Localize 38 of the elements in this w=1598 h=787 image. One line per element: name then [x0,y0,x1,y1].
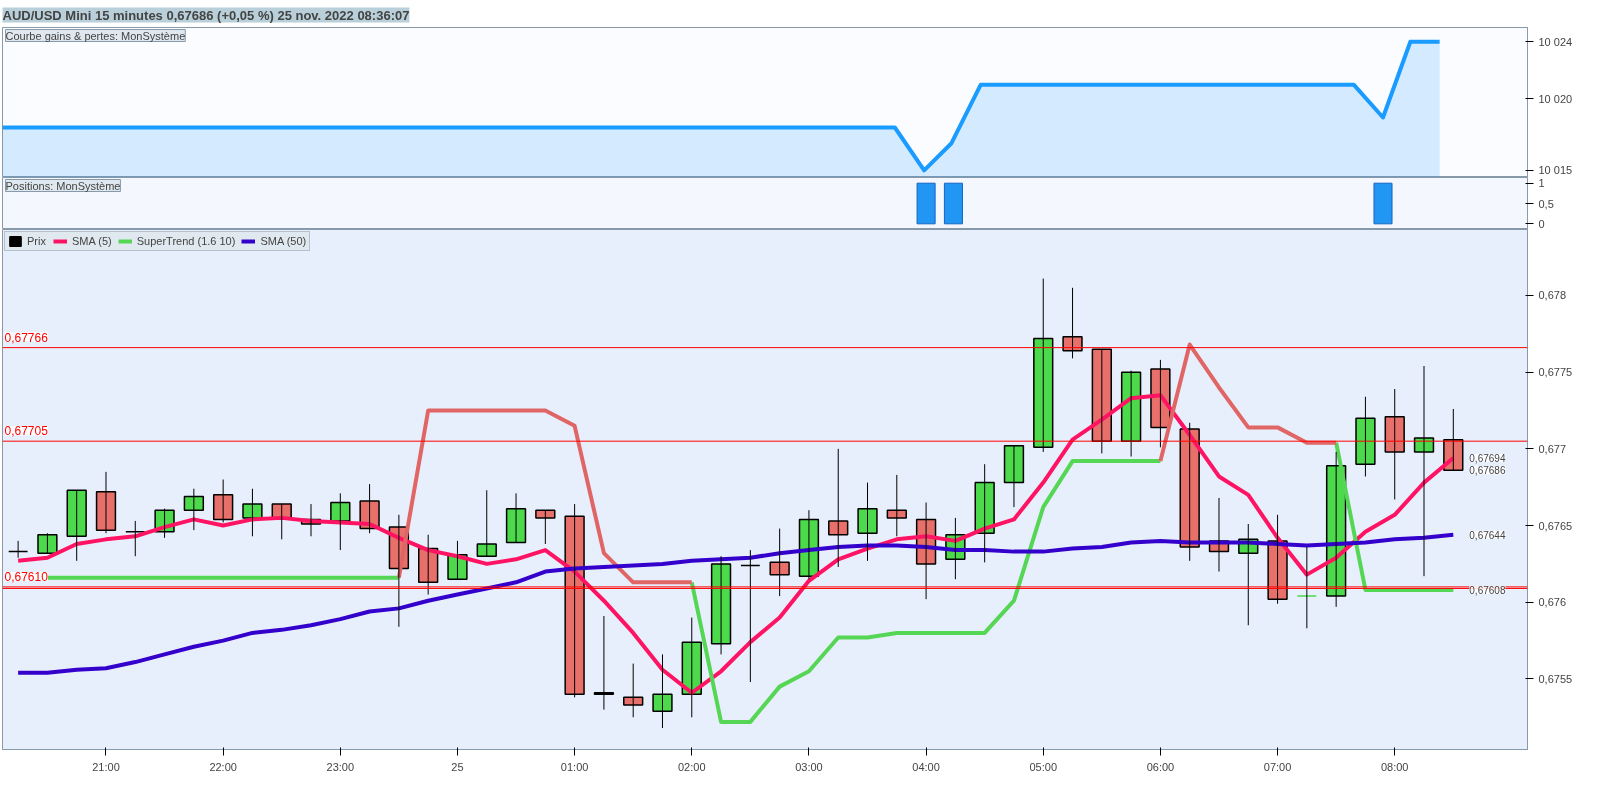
x-tick-label: 04:00 [912,760,940,773]
annotation: 0,67686 [1469,465,1506,477]
x-tick-label: 06:00 [1146,760,1175,773]
y-tick-label: 0,6755 [1538,672,1573,685]
y-tick-label: 0,677 [1538,442,1567,455]
annotation: 0,67644 [1469,529,1506,541]
y-tick-label: 10 024 [1538,35,1573,48]
x-tick-label: 23:00 [326,760,355,773]
x-tick-label: 02:00 [678,760,706,773]
y-tick-label: 0,678 [1538,289,1567,302]
chart-subtitle: Courbe gains & pertes: MonSystème [5,29,186,42]
y-tick-label: 0,6765 [1538,519,1573,532]
y-tick-label: 1 [1538,177,1545,190]
x-tick-label: 21:00 [92,760,120,773]
x-tick-label: 22:00 [209,760,237,773]
y-tick-label: 0,5 [1538,197,1554,210]
y-tick-label: 0 [1538,217,1545,230]
x-tick-label: 25 [451,760,464,773]
legend-label: Prix [27,235,47,247]
x-tick-label: 07:00 [1263,760,1292,773]
x-tick-label: 03:00 [795,760,823,773]
x-tick-label: 05:00 [1029,760,1058,773]
ref-line-label: 0,67610 [4,569,49,584]
legend-label: SMA (50) [260,235,307,247]
legend-label: SuperTrend (1.6 10) [136,235,236,247]
y-tick-label: 10 020 [1538,92,1573,105]
chart-subtitle: Positions: MonSystème [5,179,121,192]
annotation: 0,67608 [1469,584,1506,596]
ref-line-label: 0,67766 [4,330,49,345]
legend-label: SMA (5) [72,235,112,247]
y-tick-label: 0,6775 [1538,366,1573,379]
x-tick-label: 01:00 [560,760,589,773]
annotation: 0,67694 [1469,453,1506,465]
ref-line-label: 0,67705 [4,424,49,439]
chart-title: AUD/USD Mini 15 minutes 0,67686 (+0,05 %) 25 nov. 2022 08:36:07 [2,7,410,23]
y-tick-label: 0,676 [1538,596,1567,609]
x-tick-label: 08:00 [1380,760,1409,773]
y-tick-label: 10 015 [1538,164,1573,177]
